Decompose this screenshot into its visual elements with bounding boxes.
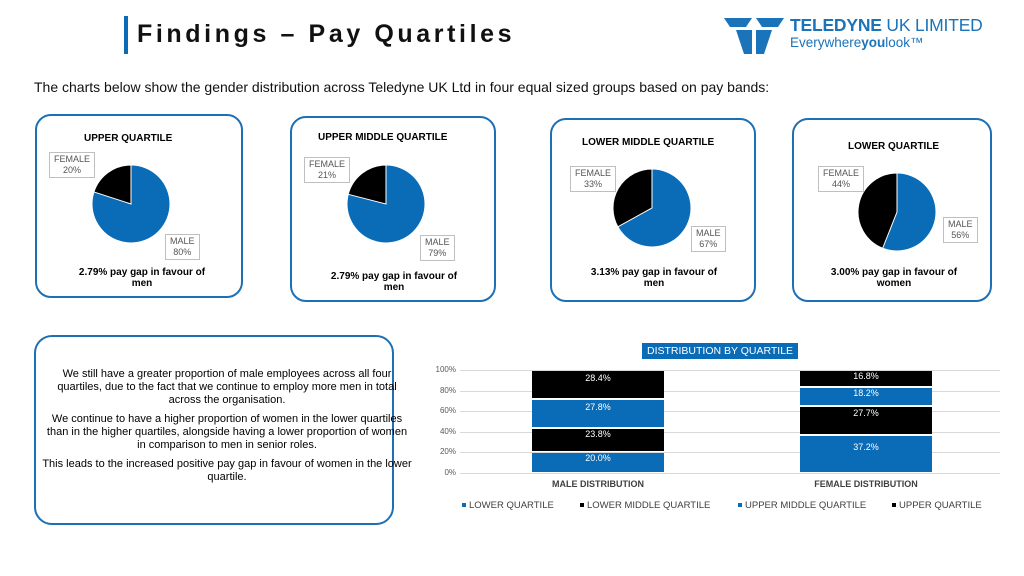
pay-gap-text: 3.13% pay gap in favour of men — [590, 267, 718, 289]
legend-item-upper-middle-quartile: UPPER MIDDLE QUARTILE — [738, 500, 866, 511]
pie-label-male: MALE 79% — [420, 235, 455, 261]
card-lower-middle-quartile: LOWER MIDDLE QUARTILE FEMALE 33% MALE 67% … — [550, 118, 756, 302]
summary-paragraph-3: This leads to the increased positive pay… — [42, 458, 412, 483]
grid-line — [460, 370, 1000, 371]
bar-data-label: 27.7% — [853, 408, 879, 419]
logo-company-name: TELEDYNE UK LIMITED — [790, 15, 983, 35]
summary-paragraph-1: We still have a greater proportion of ma… — [57, 368, 397, 406]
page-title: Findings – Pay Quartiles — [137, 20, 516, 48]
pie-label-female: FEMALE 33% — [570, 166, 617, 192]
y-tick-label: 0% — [444, 468, 456, 477]
bar-data-label: 28.4% — [585, 372, 611, 383]
card-upper-quartile: UPPER QUARTILE FEMALE 20% MALE 80% 2.79% p… — [35, 114, 243, 298]
grid-line — [460, 473, 1000, 474]
grid-line — [460, 452, 1000, 454]
bar-data-label: 16.8% — [853, 371, 879, 382]
title-accent-bar — [124, 16, 128, 54]
bar-segment-lower-quartile: 37.2% — [800, 435, 932, 472]
pie-chart-upper — [91, 164, 171, 244]
bar-segment-lower-middle-quartile: 27.7% — [800, 407, 932, 434]
bar-data-label: 27.8% — [585, 401, 611, 412]
bar-segment-upper-middle-quartile: 18.2% — [800, 388, 932, 406]
bar-segment-lower-quartile: 20.0% — [532, 453, 664, 472]
grid-line — [460, 411, 1000, 413]
bar-data-label: 23.8% — [585, 428, 611, 439]
legend-item-lower-quartile: LOWER QUARTILE — [462, 500, 554, 511]
pie-chart-lower — [857, 172, 937, 252]
pie-slice-female — [612, 168, 653, 228]
chart-title: DISTRIBUTION BY QUARTILE — [642, 343, 799, 359]
bar-data-label: 20.0% — [585, 453, 611, 464]
intro-text: The charts below show the gender distrib… — [34, 79, 770, 95]
y-tick-label: 20% — [439, 447, 456, 457]
grid-line — [460, 390, 1000, 392]
pay-gap-text: 2.79% pay gap in favour of men — [330, 271, 458, 293]
pie-slice-female — [347, 164, 387, 205]
y-tick-label: 40% — [439, 426, 456, 436]
pie-label-male: MALE 80% — [165, 234, 200, 260]
pie-label-female: FEMALE 44% — [818, 166, 865, 192]
pie-label-female: FEMALE 21% — [304, 157, 351, 183]
y-tick-label: 60% — [439, 406, 456, 416]
pay-gap-text: 2.79% pay gap in favour of men — [78, 267, 206, 289]
card-lower-quartile: LOWER QUARTILE FEMALE 44% MALE 56% 3.00% p… — [792, 118, 992, 302]
summary-paragraph-2: We continue to have a higher proportion … — [46, 413, 408, 451]
pie-label-male: MALE 56% — [943, 217, 978, 243]
pay-gap-text: 3.00% pay gap in favour of women — [830, 267, 958, 289]
pie-slice-female — [93, 164, 132, 205]
y-tick-label: 100% — [435, 365, 456, 374]
category-label-male: MALE DISTRIBUTION — [552, 479, 644, 489]
bar-segment-lower-middle-quartile: 23.8% — [532, 428, 664, 452]
bar-data-label: 37.2% — [853, 441, 879, 452]
pie-slice-female — [857, 172, 898, 249]
bar-segment-upper-quartile: 28.4% — [532, 371, 664, 399]
pie-chart-upper-middle — [346, 164, 426, 244]
teledyne-logo: TELEDYNE UK LIMITED Everywhereyoulook™ — [722, 14, 983, 56]
grid-line — [460, 431, 1000, 433]
summary-card: We still have a greater proportion of ma… — [34, 335, 412, 525]
bar-data-label: 18.2% — [853, 388, 879, 399]
category-label-female: FEMALE DISTRIBUTION — [814, 479, 918, 489]
bar-segment-upper-middle-quartile: 27.8% — [532, 400, 664, 427]
pie-chart-lower-middle — [612, 168, 692, 248]
card-title: LOWER MIDDLE QUARTILE — [582, 137, 715, 148]
pie-label-female: FEMALE 20% — [49, 152, 96, 178]
card-title: UPPER MIDDLE QUARTILE — [318, 132, 448, 143]
card-title: LOWER QUARTILE — [848, 141, 940, 152]
distribution-bar-chart: DISTRIBUTION BY QUARTILE 0% 20% 40% 60% 80% 1… — [420, 340, 1020, 525]
teledyne-logo-icon — [724, 18, 784, 54]
logo-tagline: Everywhereyoulook™ — [790, 35, 924, 50]
y-tick-label: 80% — [439, 385, 456, 395]
pie-label-male: MALE 67% — [691, 226, 726, 252]
card-upper-middle-quartile: UPPER MIDDLE QUARTILE FEMALE 21% MALE 79% … — [290, 116, 496, 302]
legend-item-lower-middle-quartile: LOWER MIDDLE QUARTILE — [580, 500, 710, 511]
bar-segment-upper-quartile: 16.8% — [800, 371, 932, 387]
card-title: UPPER QUARTILE — [84, 133, 173, 144]
legend-item-upper-quartile: UPPER QUARTILE — [892, 500, 982, 511]
